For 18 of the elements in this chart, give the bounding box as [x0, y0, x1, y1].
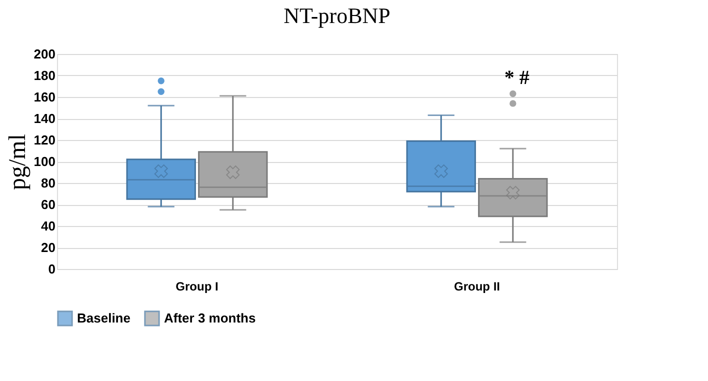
chart-title: NT-proBNP [284, 3, 390, 28]
y-tick-label: 20 [41, 240, 56, 255]
x-tick-label: Group I [176, 280, 218, 294]
legend-label: After 3 months [164, 310, 256, 326]
y-tick-label: 160 [34, 90, 56, 104]
y-tick-label: 100 [34, 154, 56, 169]
legend-label: Baseline [77, 310, 130, 326]
y-tick-label: 200 [34, 46, 56, 62]
y-tick-label: 120 [34, 132, 56, 148]
y-tick-label: 180 [34, 68, 56, 83]
y-tick-label: 0 [48, 262, 56, 276]
y-tick-label: 80 [41, 176, 56, 190]
y-axis-title: pg/ml [4, 134, 31, 190]
y-tick-label: 140 [34, 111, 56, 126]
x-tick-label: Group II [454, 280, 500, 294]
annotation: * # [504, 66, 530, 89]
y-tick-label: 40 [41, 218, 56, 234]
y-tick-label: 60 [41, 197, 56, 212]
